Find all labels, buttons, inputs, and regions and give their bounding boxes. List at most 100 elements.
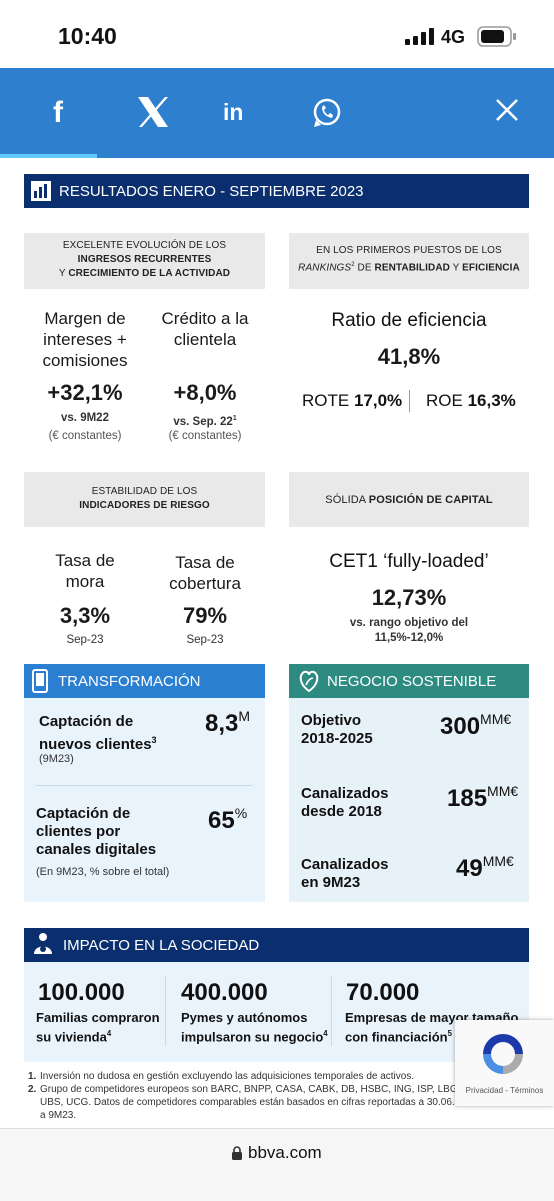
status-time: 10:40 [58,23,117,49]
heading-text: EN LOS PRIMEROS PUESTOS DE LOS [316,245,502,256]
footnote-ref: 2 [351,262,355,268]
heading-text: RANKINGS [298,262,352,274]
impact-header [24,928,529,962]
impact-label: Familias compraron su vivienda4 [36,1010,161,1045]
address-bar [0,1128,554,1201]
footnote-ref: 5 [447,1029,452,1038]
rankings-heading: EN LOS PRIMEROS PUESTOS DE LOS RANKINGS2… [289,233,529,289]
heading-text: EXCELENTE EVOLUCIÓN DE LOS [62,240,227,251]
rote-value: 17,0% [353,391,403,410]
footnote-ref: 3 [151,735,157,745]
recaptcha-links[interactable]: Privacidad - Términos [465,1086,544,1095]
phone-icon [32,669,48,693]
roe-label: ROE [426,391,463,410]
value-unit: % [234,805,248,821]
label-text: Captación de nuevos clientes [39,713,152,753]
active-indicator [0,154,97,158]
rote: ROTE 17,0% [302,391,402,411]
results-title: RESULTADOS ENERO - SEPTIEMBRE 2023 [59,183,364,200]
metric-label: Margen de intereses + comisiones [42,309,128,370]
footnote: 2. Grupo de competidores europeos son BAR… [28,1083,528,1122]
metric-value: +32,1% [47,380,123,405]
risk-date: Sep-23 [186,634,224,646]
comparison-text: vs. Sep. 22 [173,415,233,428]
risk-date: Sep-23 [66,634,104,646]
risk-label: Tasa de mora [55,551,115,591]
value-text: 49 [456,855,483,882]
item-value: 8,3M [205,708,251,738]
value-text: 185 [447,785,488,812]
recaptcha-badge[interactable]: Privacidad - Términos [455,1020,554,1106]
value-unit: M [238,708,251,724]
capital-heading: SÓLIDA POSICIÓN DE CAPITAL [289,472,529,527]
value-unit: MM€ [487,783,519,799]
footnote-text: Grupo de competidores europeos son BARC,… [40,1084,526,1121]
linkedin-share[interactable]: in [223,99,244,125]
value-unit: MM€ [480,711,512,727]
sustainable-title: NEGOCIO SOSTENIBLE [327,673,497,690]
recaptcha-logo [483,1034,523,1074]
transformation-header [24,664,265,698]
item-note: (9M23) [39,753,74,765]
note-text: vs. rango objetivo del [349,617,469,629]
risk-label: Tasa de cobertura [169,553,241,593]
heading-text: INGRESOS RECURRENTES [77,254,212,265]
url[interactable]: bbva.com [248,1143,322,1162]
x-share[interactable] [136,96,170,128]
heading-text: INDICADORES DE RIESGO [79,500,210,511]
heading-text: SÓLIDA [325,494,369,506]
heading-text: POSICIÓN DE CAPITAL [368,494,493,506]
facebook-share[interactable]: f [53,96,63,129]
battery-icon [477,26,516,47]
sustainable-header [289,664,529,698]
value-unit: MM€ [482,853,514,869]
footnote-ref: 4 [106,1029,112,1038]
transformation-title: TRANSFORMACIÓN [58,673,201,690]
item-label: Canalizados en 9M23 [301,856,389,891]
footnote-number: 2. [28,1084,37,1095]
transformation-body [24,698,265,902]
impact-body [24,962,529,1062]
heading-text: RENTABILIDAD [374,262,450,274]
item-label: Objetivo 2018-2025 [301,712,373,747]
activity-heading: EXCELENTE EVOLUCIÓN DE LOS INGRESOS RECU… [24,233,265,289]
metric-comparison: vs. Sep. 221 [145,411,265,430]
item-value: 300MM€ [440,711,512,741]
efficiency-label: Ratio de eficiencia [331,310,487,331]
item-value: 185MM€ [447,783,519,813]
value-text: 300 [440,713,481,740]
note-text: 11,5%-12,0% [374,632,444,644]
impact-value: 70.000 [346,979,420,1006]
roe: ROE 16,3% [426,391,516,411]
heading-text: EFICIENCIA [462,262,520,274]
label-text: Pymes y autónomos impulsaron su negocio [181,1010,324,1045]
divider [331,976,332,1046]
efficiency-value: 41,8% [377,344,441,369]
status-network: 4G [441,27,466,47]
close-button[interactable] [495,98,519,122]
metric-label: Crédito a la clientela [161,309,249,349]
lock-icon [232,1146,242,1160]
people-icon [34,933,52,954]
impact-value: 400.000 [181,979,268,1006]
whatsapp-share[interactable] [312,98,342,128]
metric-note: (€ constantes) [168,430,242,442]
item-label: Canalizados desde 2018 [301,785,389,820]
heading-text: Y [449,262,463,274]
footnote-number: 1. [28,1071,37,1082]
impact-label: Pymes y autónomos impulsaron su negocio4 [181,1010,331,1045]
value-text: 65 [208,807,235,834]
heading-text: Y [58,268,69,279]
divider [409,390,410,412]
footnote-ref: 4 [323,1029,328,1038]
footnote: 1. Inversión no dudosa en gestión excluye… [28,1070,528,1083]
footnote-text: Inversión no dudosa en gestión excluyend… [40,1071,415,1082]
metric-value: +8,0% [173,380,237,405]
metric-comparison: vs. 9M22 [61,412,109,424]
sustainable-body [289,698,529,902]
risk-heading: ESTABILIDAD DE LOS INDICADORES DE RIESGO [24,472,265,527]
item-note: (En 9M23, % sobre el total) [36,866,170,878]
impact-title: IMPACTO EN LA SOCIEDAD [63,937,260,954]
